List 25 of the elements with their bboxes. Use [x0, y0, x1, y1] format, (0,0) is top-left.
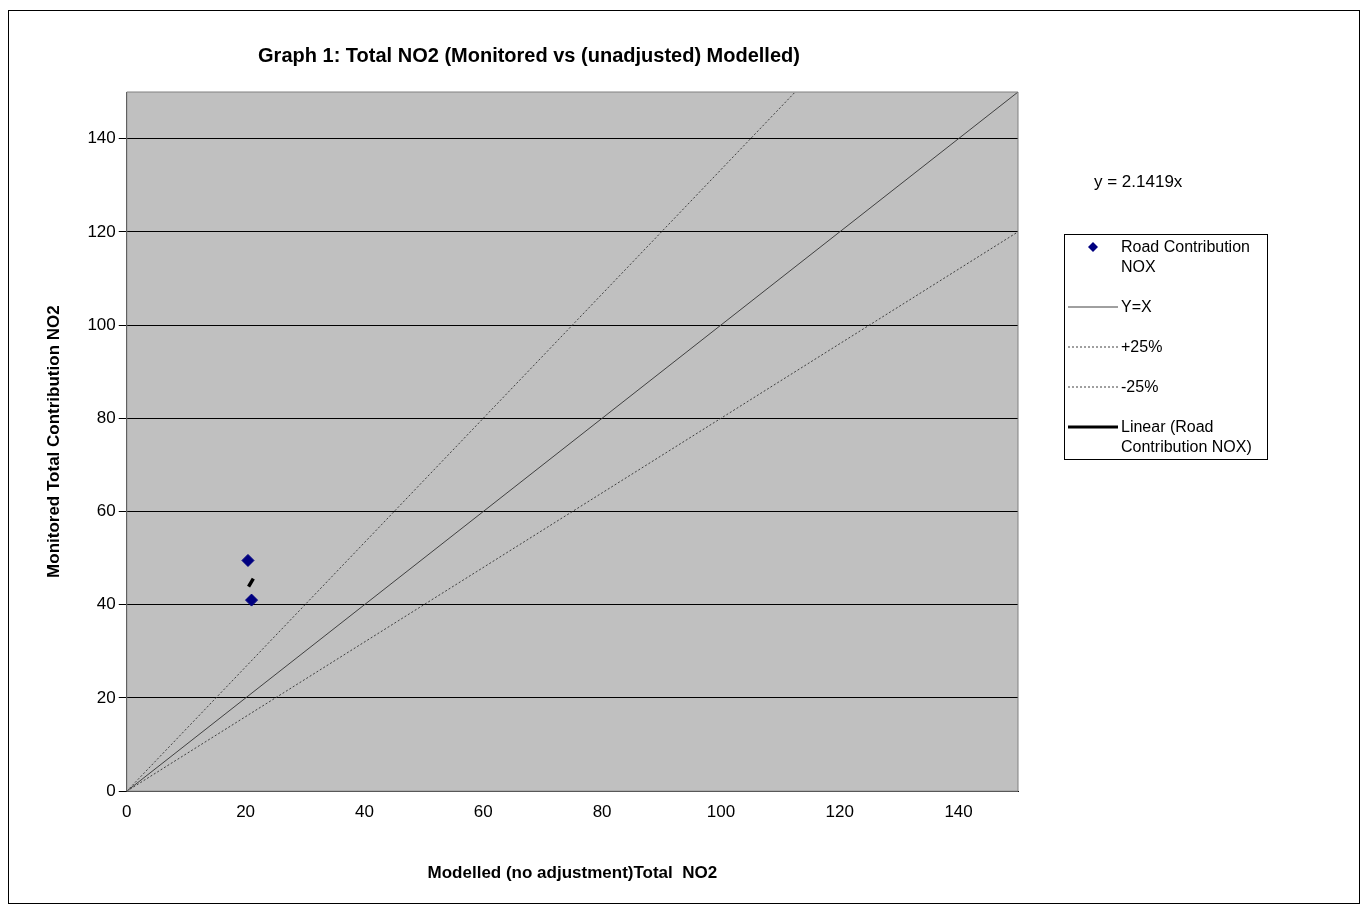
- legend-label: Linear (Road Contribution NOX): [1121, 417, 1253, 457]
- x-tick-label: 100: [706, 802, 736, 822]
- y-tick-label: 100: [87, 314, 116, 334]
- y-axis-title: Monitored Total Contribution NO2: [43, 305, 63, 578]
- text: y = 2.1419x: [1094, 172, 1183, 192]
- x-tick-label: 80: [592, 802, 612, 822]
- y-tick-label: 80: [96, 407, 116, 427]
- y-tick-label: 40: [96, 594, 116, 614]
- y-tick-label: 120: [87, 221, 116, 241]
- legend-label: Road Contribution NOX: [1121, 237, 1251, 277]
- y-tick-label: 140: [87, 128, 116, 148]
- x-axis-title: Modelled (no adjustment)Total NO2: [427, 863, 718, 883]
- legend-label: +25%: [1121, 337, 1163, 357]
- chart-title: Graph 1: Total NO2 (Monitored vs (unadjusted) Modelled): [258, 43, 800, 66]
- x-tick-label: 60: [473, 802, 493, 822]
- x-tick-label: 20: [236, 802, 256, 822]
- x-tick-label: 40: [354, 802, 374, 822]
- y-tick-label: 60: [96, 501, 116, 521]
- x-tick-label: 140: [944, 802, 973, 822]
- y-tick-label: 20: [96, 687, 116, 707]
- legend-label: Y=X: [1121, 297, 1152, 317]
- legend-label: -25%: [1121, 377, 1159, 397]
- x-tick-label: 0: [122, 802, 132, 822]
- x-tick-label: 120: [825, 802, 854, 822]
- y-tick-label: 0: [106, 780, 116, 800]
